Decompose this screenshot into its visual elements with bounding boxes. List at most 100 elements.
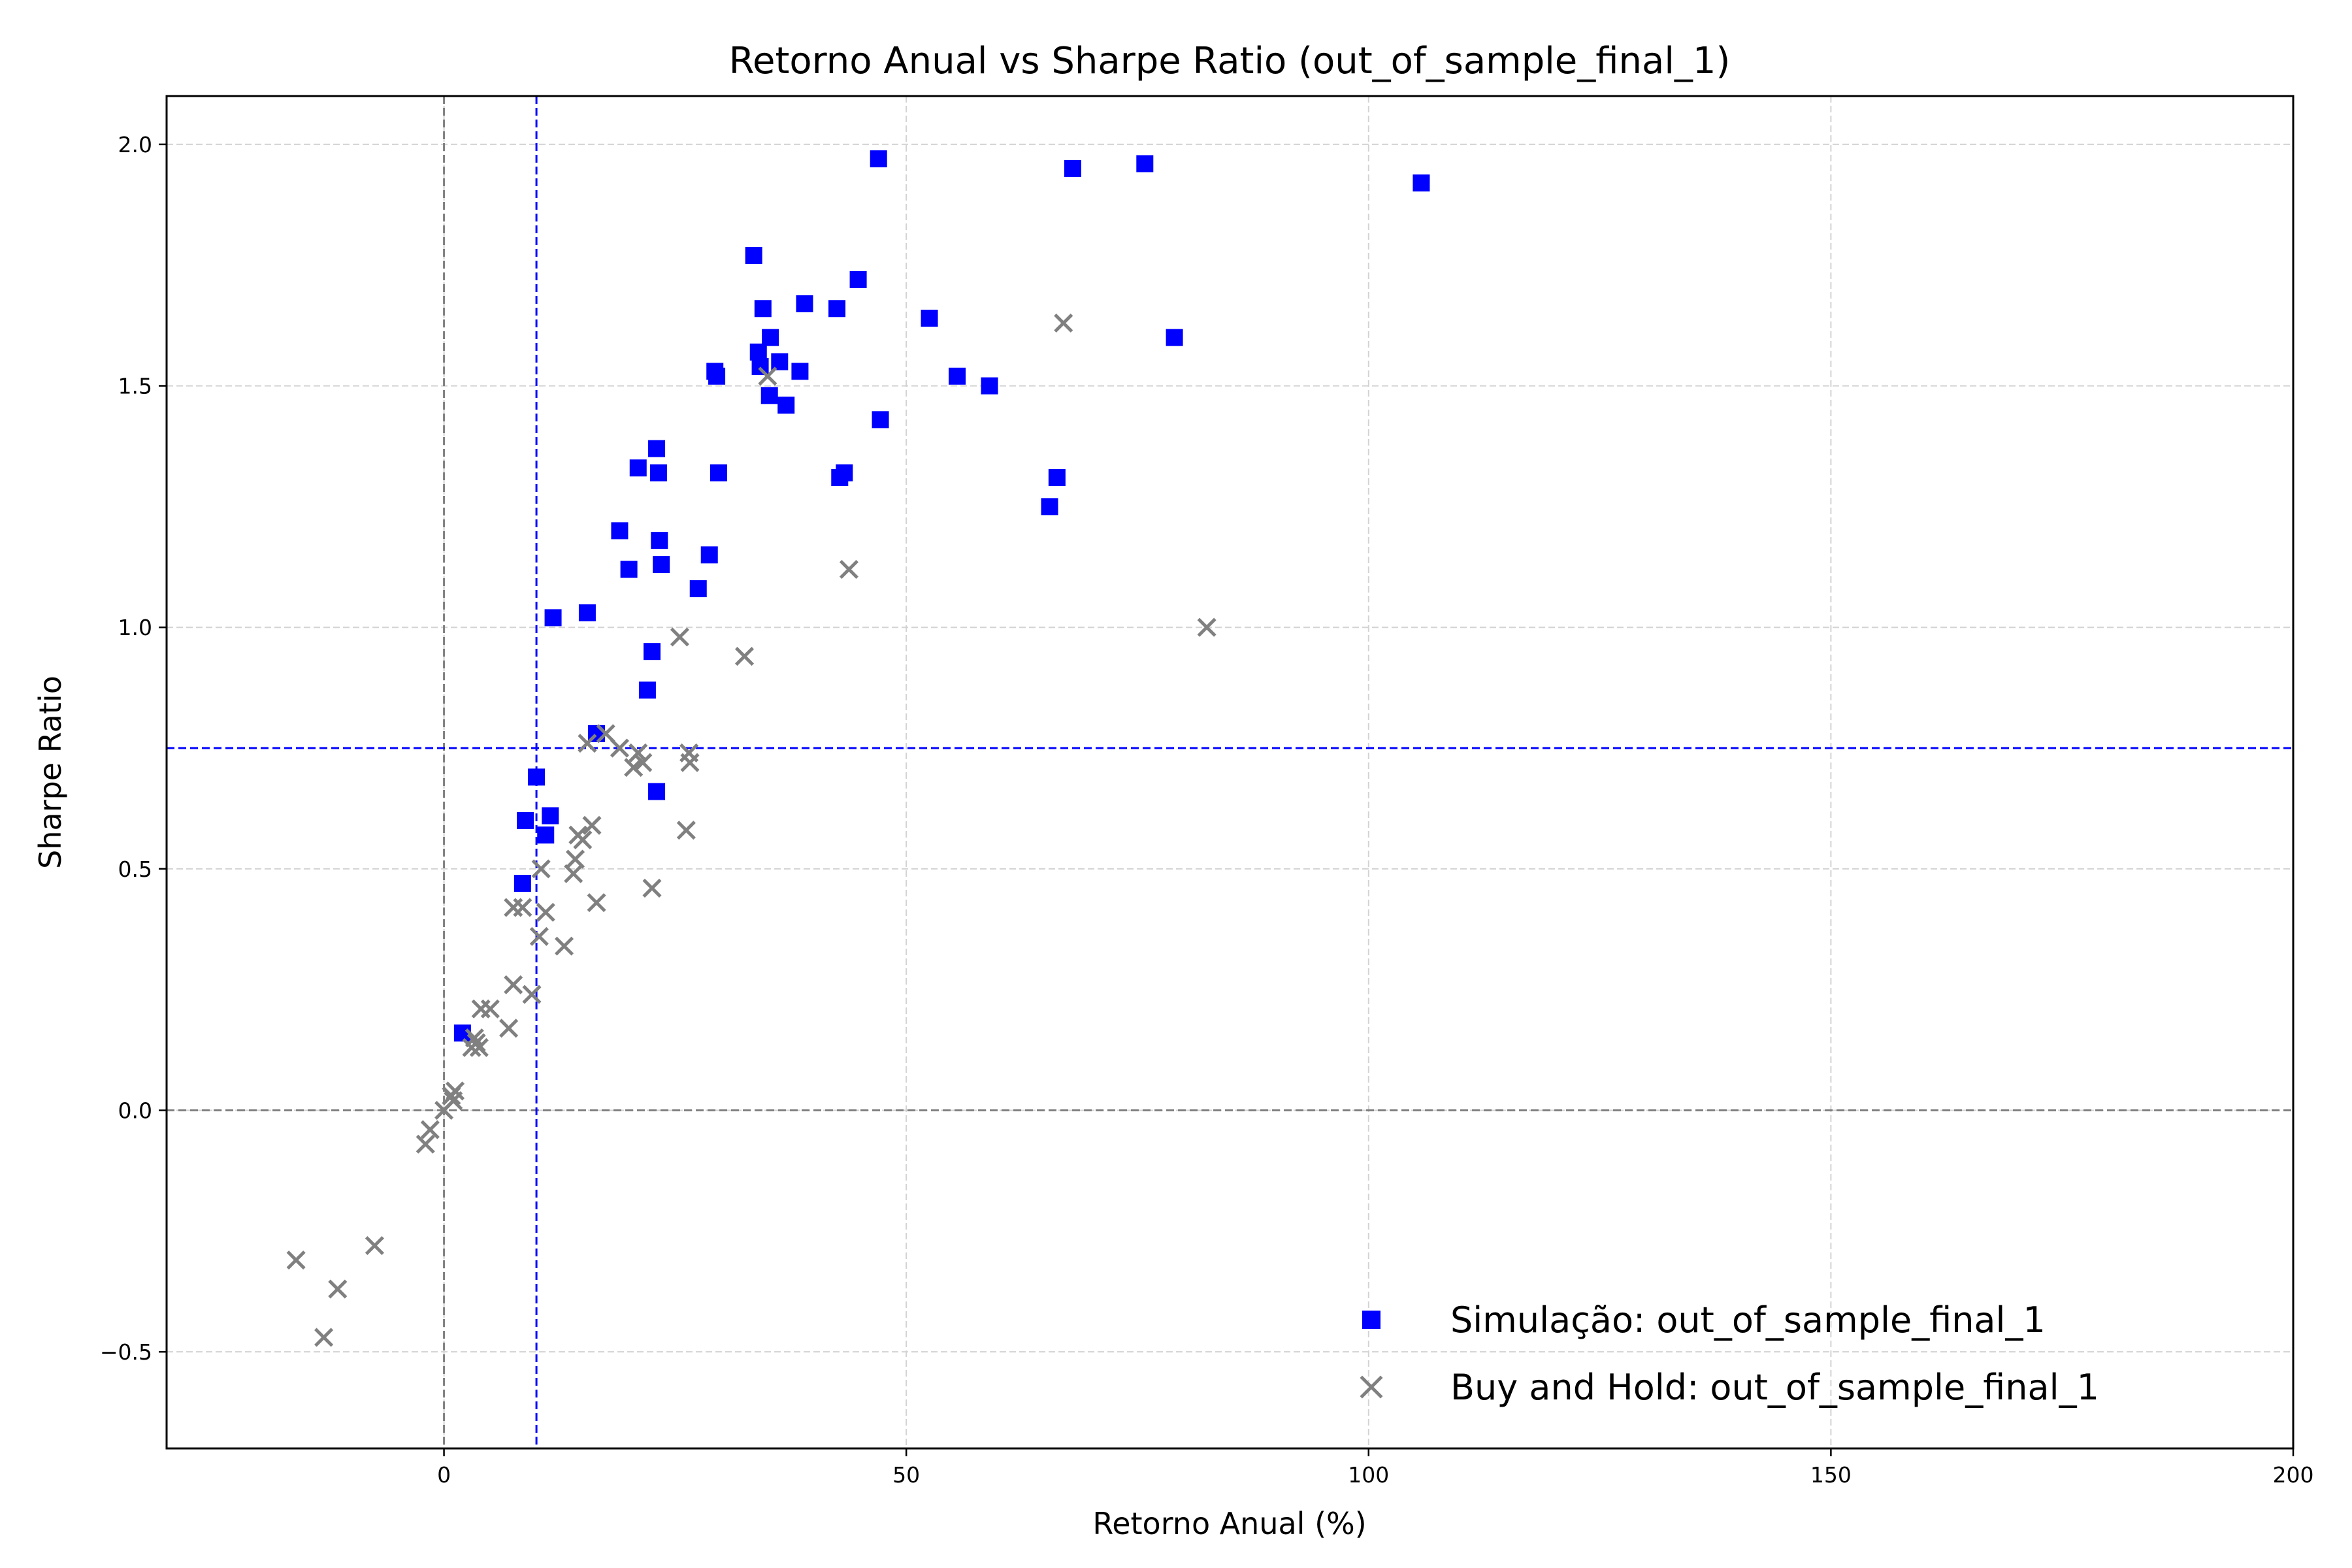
data-point-square: [611, 522, 629, 540]
data-point-square: [1041, 498, 1058, 515]
data-point-x: [610, 738, 629, 758]
data-point-square: [542, 807, 559, 825]
data-point-x: [676, 821, 696, 840]
data-point-square: [578, 604, 596, 622]
data-point-square: [1136, 155, 1154, 172]
data-point-x: [480, 999, 500, 1019]
data-points: [286, 150, 1430, 1347]
data-point-square: [700, 546, 718, 564]
data-point-x: [513, 898, 532, 917]
data-point-square: [537, 826, 555, 844]
data-point-square: [638, 681, 656, 699]
data-point-x: [758, 367, 777, 386]
y-tick-label: 2.0: [118, 132, 152, 157]
x-tick-label: 100: [1348, 1462, 1389, 1488]
data-point-square: [708, 367, 726, 385]
data-point-x: [286, 1250, 306, 1270]
data-point-x: [582, 815, 602, 835]
data-point-x: [573, 830, 593, 850]
data-point-square: [745, 246, 762, 264]
data-point-square: [1064, 159, 1081, 177]
data-point-x: [555, 936, 574, 956]
data-point-x: [565, 849, 585, 869]
data-point-square: [791, 363, 809, 380]
data-point-x: [680, 753, 700, 772]
x-axis-label: Retorno Anual (%): [1092, 1506, 1366, 1541]
data-point-x: [504, 975, 523, 994]
series-buy-and-hold: [286, 313, 1217, 1347]
data-point-square: [1048, 469, 1066, 487]
data-point-square: [620, 561, 638, 578]
data-point-square: [710, 464, 727, 482]
series-simulacao: [453, 150, 1430, 1042]
data-point-x: [536, 902, 555, 922]
data-point-square: [771, 353, 789, 370]
data-point-x: [314, 1328, 334, 1347]
data-point-x: [629, 743, 648, 762]
data-point-square: [872, 411, 889, 429]
data-point-square: [648, 783, 666, 800]
data-point-x: [365, 1235, 384, 1256]
data-point-square: [796, 295, 813, 312]
data-point-square: [1166, 329, 1183, 346]
data-point-square: [849, 270, 867, 288]
y-tick-label: 1.0: [118, 615, 152, 640]
data-point-square: [514, 875, 531, 892]
data-point-x: [564, 864, 583, 883]
data-point-x: [420, 1120, 440, 1139]
y-tick-label: 1.5: [118, 374, 152, 399]
data-point-x: [624, 758, 644, 777]
data-point-square: [653, 556, 670, 574]
data-point-square: [836, 464, 853, 482]
data-point-x: [587, 893, 606, 913]
data-point-x: [642, 878, 662, 898]
data-point-x: [531, 859, 551, 879]
data-point-x: [446, 1081, 465, 1101]
plot-frame: [165, 95, 2295, 1450]
x-tick-label: 50: [892, 1462, 920, 1488]
data-point-x: [469, 1037, 489, 1057]
data-point-x: [670, 627, 689, 647]
data-point-square: [828, 300, 846, 318]
data-point-square: [921, 310, 938, 327]
data-point-square: [762, 329, 779, 346]
data-point-square: [648, 440, 666, 457]
data-point-square: [760, 387, 778, 404]
data-point-square: [981, 377, 998, 395]
data-point-x: [1197, 617, 1217, 637]
legend-marker-buy-and-hold: [1360, 1375, 1383, 1399]
data-point-square: [651, 532, 668, 549]
data-point-x: [465, 1028, 484, 1048]
data-point-square: [544, 609, 562, 627]
y-axis-label: Sharpe Ratio: [33, 676, 68, 869]
data-point-x: [734, 647, 755, 666]
legend-label-simulacao: Simulação: out_of_sample_final_1: [1450, 1299, 2046, 1341]
x-tick-label: 200: [2273, 1462, 2314, 1488]
data-point-x: [1054, 313, 1073, 333]
legend: Simulação: out_of_sample_final_1 Buy and…: [1360, 1299, 2099, 1408]
data-point-x: [499, 1019, 519, 1038]
y-tick-label: −0.5: [100, 1339, 152, 1365]
data-point-square: [1413, 174, 1430, 192]
data-point-x: [522, 985, 542, 1004]
axis-ticks: 0 50 100 150 200 −0.5 0.0 0.5 1.0 1.5 2.0: [100, 132, 2314, 1488]
data-point-x: [839, 559, 858, 580]
data-point-square: [754, 300, 772, 318]
legend-marker-simulacao: [1362, 1311, 1380, 1329]
data-point-square: [749, 343, 767, 361]
data-point-x: [596, 724, 615, 743]
legend-label-buy-and-hold: Buy and Hold: out_of_sample_final_1: [1450, 1367, 2099, 1408]
data-point-x: [578, 734, 597, 753]
x-tick-label: 150: [1810, 1462, 1852, 1488]
data-point-square: [528, 768, 546, 786]
y-tick-label: 0.0: [118, 1098, 152, 1124]
y-tick-label: 0.5: [118, 857, 152, 882]
chart-title: Retorno Anual vs Sharpe Ratio (out_of_sa…: [729, 40, 1731, 82]
x-tick-label: 0: [437, 1462, 451, 1488]
data-point-x: [328, 1279, 348, 1299]
data-point-x: [529, 926, 549, 946]
data-point-x: [633, 753, 653, 772]
data-point-x: [416, 1134, 435, 1154]
